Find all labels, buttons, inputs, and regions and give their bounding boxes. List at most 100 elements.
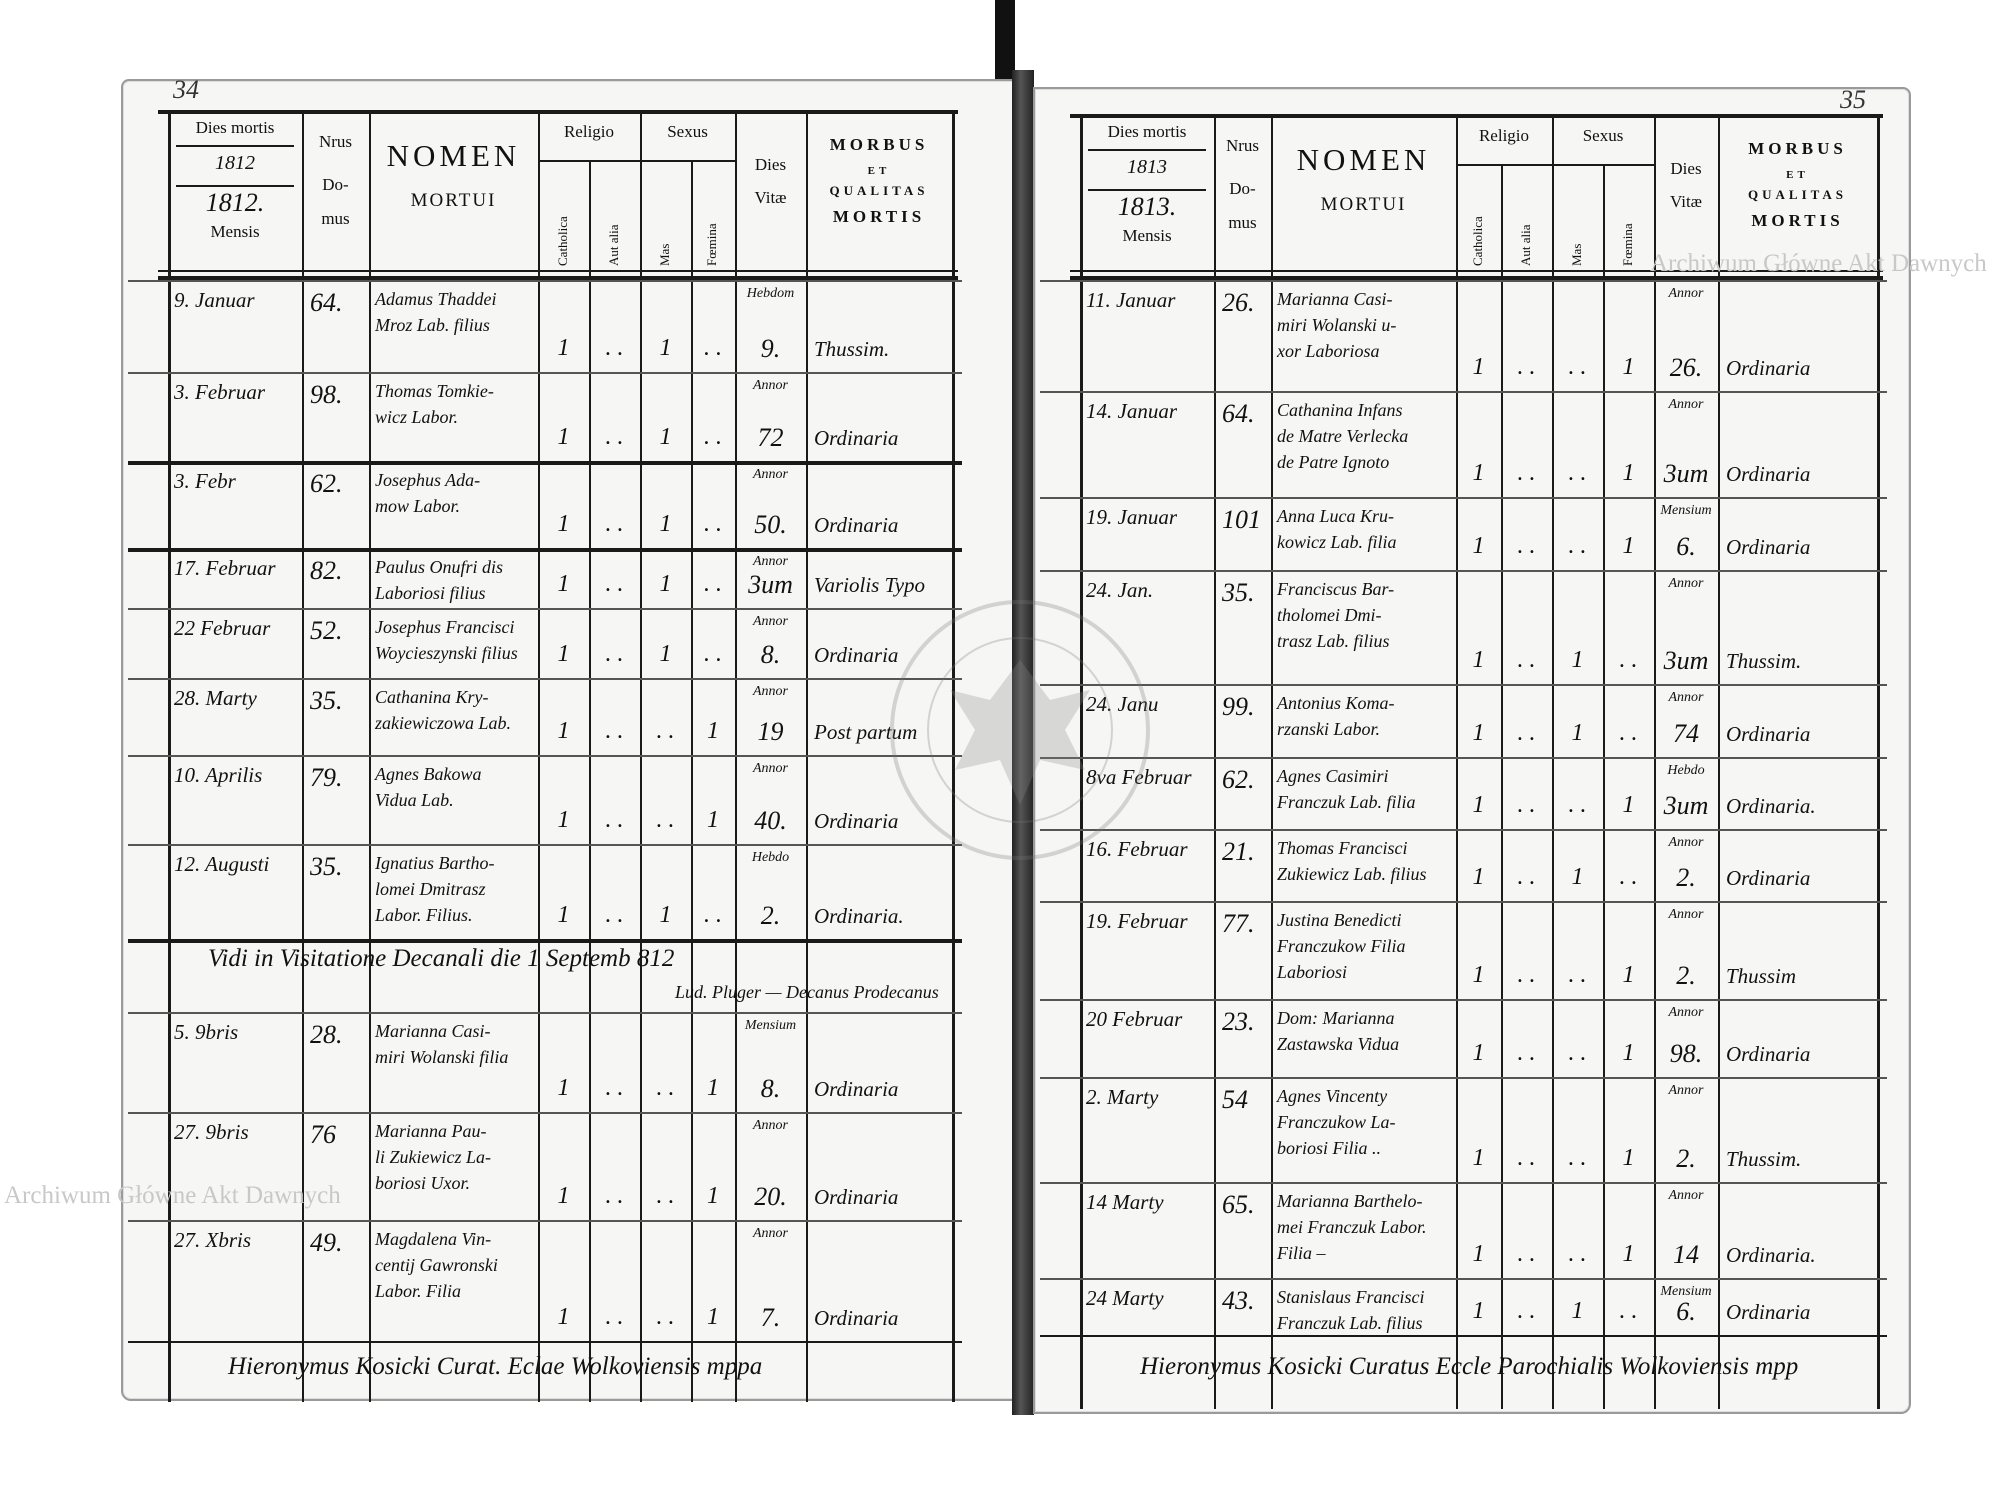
- catholica-mark: 1: [557, 807, 570, 833]
- house-number: 49.: [310, 1228, 343, 1257]
- deceased-name: Justina Benedicti Franczukow Filia Labor…: [1277, 910, 1406, 982]
- age-unit: Annor: [753, 378, 788, 393]
- header-foemina: Fœmina: [704, 223, 719, 266]
- aut-alia-mark: . .: [605, 902, 624, 928]
- register-entry: 17. Februar 82. Paulus Onufri dis Laborios…: [168, 548, 952, 608]
- death-date: 14. Januar: [1086, 399, 1177, 423]
- days-of-life: Hebdo 2.: [735, 844, 806, 939]
- aut-alia-mark: . .: [605, 571, 624, 597]
- death-date: 19. Januar: [1086, 505, 1177, 529]
- header-vitae: Vitæ: [754, 188, 787, 207]
- mas-mark: . .: [1568, 460, 1587, 486]
- age-unit: Hebdom: [746, 286, 795, 301]
- catholica-mark: 1: [557, 902, 570, 928]
- cause-of-death: Ordinaria: [814, 1077, 899, 1101]
- row-rule: [1040, 497, 1887, 499]
- days-of-life: Annor 20.: [735, 1112, 806, 1220]
- page-number: 34: [173, 75, 199, 104]
- cause-of-death: Ordinaria.: [1726, 1243, 1816, 1267]
- death-date: 19. Februar: [1086, 909, 1188, 933]
- house-number: 35.: [1222, 578, 1255, 607]
- column-rule: [1552, 114, 1554, 1409]
- deceased-name: Ignatius Bartho- lomei Dmitrasz Labor. F…: [375, 853, 495, 925]
- row-rule: [128, 1012, 962, 1014]
- mas-mark: . .: [1568, 1241, 1587, 1267]
- days-of-life: Annor 3um: [1654, 391, 1718, 497]
- age-value: 6.: [1676, 532, 1696, 561]
- header-top-rule: [1070, 114, 1883, 118]
- days-of-life: Hebdo 3um: [1654, 757, 1718, 829]
- deceased-name: Agnes Bakowa Vidua Lab.: [375, 764, 482, 810]
- header-foemina: Fœmina: [1619, 223, 1635, 266]
- watermark-right: Archiwum Główne Akt Dawnych: [1650, 250, 1987, 277]
- header-vitae: Vitæ: [1669, 192, 1703, 211]
- row-rule: [1040, 901, 1887, 903]
- cause-of-death: Ordinaria: [1726, 1042, 1811, 1066]
- age-value: 3um: [1663, 459, 1709, 488]
- row-rule: [1040, 1182, 1887, 1184]
- catholica-mark: 1: [1472, 460, 1485, 486]
- cause-of-death: Ordinaria: [814, 809, 899, 833]
- cause-of-death: Ordinaria: [1726, 866, 1811, 890]
- column-rule: [1877, 114, 1880, 1409]
- header-religio: Religio: [563, 122, 615, 141]
- row-rule: [128, 372, 962, 374]
- visitation-note-text: Vidi in Visitatione Decanali die 1 Septe…: [208, 945, 675, 972]
- deceased-name: Thomas Francisci Zukiewicz Lab. filius: [1277, 838, 1427, 884]
- femina-mark: 1: [707, 1183, 719, 1209]
- header-catholica: Catholica: [554, 216, 570, 266]
- mas-mark: 1: [659, 335, 672, 361]
- days-of-life: Annor 3um: [1654, 570, 1718, 684]
- cause-of-death: Ordinaria: [1726, 722, 1811, 746]
- header-dies-mortis: Dies mortis: [195, 118, 275, 137]
- mas-mark: 1: [659, 641, 672, 667]
- femina-mark: 1: [707, 1304, 719, 1330]
- row-rule: [128, 1220, 962, 1222]
- mas-mark: 1: [1571, 864, 1584, 890]
- register-entry: 22 Februar 52. Josephus Francisci Woyciesz…: [168, 608, 952, 678]
- mas-mark: 1: [659, 571, 672, 597]
- header-mas: Mas: [1568, 243, 1584, 266]
- femina-mark: 1: [1622, 533, 1635, 559]
- aut-alia-mark: . .: [1517, 1040, 1536, 1066]
- femina-mark: 1: [1622, 962, 1635, 988]
- catholica-mark: 1: [557, 1304, 570, 1330]
- death-date: 12. Augusti: [174, 852, 270, 876]
- cause-of-death: Ordinaria: [1726, 462, 1811, 486]
- header-year-print: 1812: [215, 152, 255, 174]
- aut-alia-mark: . .: [605, 1183, 624, 1209]
- age-unit: Annor: [1668, 690, 1704, 705]
- deceased-name: Agnes Casimiri Franczuk Lab. filia: [1277, 766, 1416, 812]
- days-of-life: Mensium 6.: [1654, 497, 1718, 570]
- house-number: 77.: [1222, 909, 1255, 938]
- religio-rule: [1456, 164, 1654, 166]
- row-rule: [1040, 570, 1887, 572]
- register-entry: 3. Febr 62. Josephus Ada- mow Labor. 1 . . 1.…: [168, 461, 952, 548]
- register-entry: 19. Januar 101 Anna Luca Kru- kowicz Lab. …: [1080, 497, 1877, 570]
- age-value: 19: [757, 717, 784, 746]
- header-dies: Dies: [1670, 159, 1702, 178]
- header-nomen: NOMEN: [386, 138, 521, 173]
- header-bottom-rule: [158, 276, 958, 280]
- aut-alia-mark: . .: [605, 424, 624, 450]
- register-entry: 14. Januar 64. Cathanina Infans de Matre V…: [1080, 391, 1877, 497]
- house-number: 65.: [1222, 1190, 1255, 1219]
- house-number: 54: [1222, 1085, 1248, 1114]
- row-rule: [1040, 1335, 1887, 1337]
- aut-alia-mark: . .: [605, 641, 624, 667]
- cause-of-death: Ordinaria.: [1726, 794, 1816, 818]
- age-value: 50.: [754, 510, 787, 539]
- register-entry: 16. Februar 21. Thomas Francisci Zukiewicz…: [1080, 829, 1877, 901]
- days-of-life: Annor 2.: [1654, 829, 1718, 901]
- register-entry: 24. Janu 99. Antonius Koma- rzanski Labor.…: [1080, 684, 1877, 757]
- age-unit: Annor: [1668, 907, 1704, 922]
- register-entry: 27. Xbris 49. Magdalena Vin- centij Gawron…: [168, 1220, 952, 1341]
- death-date: 3. Februar: [174, 380, 265, 404]
- aut-alia-mark: . .: [1517, 460, 1536, 486]
- age-unit: Annor: [753, 1118, 788, 1133]
- header-nrus: Nrus: [318, 132, 353, 151]
- femina-mark: . .: [1619, 647, 1638, 673]
- age-value: 40.: [754, 806, 787, 835]
- visitation-note-signature: Lud. Pluger — Decanus Prodecanus: [675, 982, 939, 1002]
- row-rule: [1040, 1278, 1887, 1280]
